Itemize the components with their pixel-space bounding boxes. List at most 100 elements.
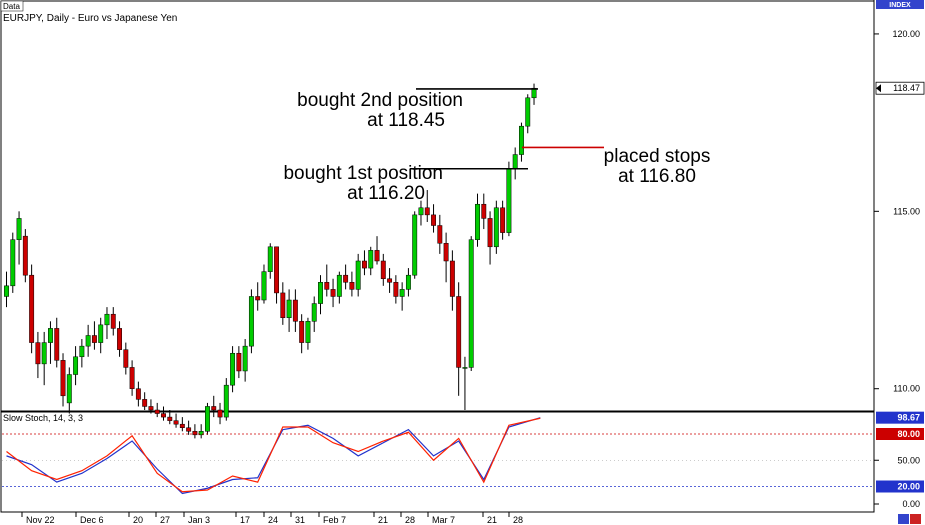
candle-body bbox=[286, 299, 292, 319]
candle-body bbox=[192, 431, 198, 436]
candle-up bbox=[261, 264, 267, 304]
close-button[interactable] bbox=[910, 514, 921, 524]
candle-down bbox=[110, 307, 116, 336]
stoch-tick-label: 50.00 bbox=[897, 455, 920, 465]
candle-up bbox=[493, 200, 499, 254]
candle-body bbox=[481, 203, 487, 219]
candle-up bbox=[468, 236, 474, 371]
candle-down bbox=[299, 314, 305, 354]
candle-down bbox=[173, 413, 179, 428]
zoom-button[interactable] bbox=[898, 514, 909, 524]
stoch-current-box bbox=[876, 411, 924, 424]
candle-up bbox=[355, 253, 361, 297]
candle-body bbox=[468, 239, 474, 368]
candle-down bbox=[217, 402, 223, 425]
candle-body bbox=[242, 345, 248, 372]
candle-down bbox=[343, 264, 349, 290]
chart-title: EURJPY, Daily - Euro vs Japanese Yen bbox=[3, 13, 177, 24]
candle-down bbox=[135, 381, 141, 407]
candle-body bbox=[318, 282, 323, 304]
annotation-text-first-1: bought 1st position bbox=[283, 163, 443, 184]
candle-body bbox=[255, 296, 261, 301]
candle-body bbox=[117, 328, 122, 350]
candle-up bbox=[73, 346, 79, 386]
candle-down bbox=[380, 253, 386, 286]
candle-body bbox=[167, 416, 173, 421]
candle-body bbox=[173, 420, 179, 425]
candle-down bbox=[349, 271, 355, 297]
candle-down bbox=[449, 250, 455, 311]
annotation-text-second-2: at 118.45 bbox=[367, 110, 445, 131]
candle-down bbox=[374, 236, 380, 265]
candle-body bbox=[104, 313, 110, 326]
candle-body bbox=[349, 282, 355, 290]
candle-body bbox=[230, 352, 236, 386]
candle-body bbox=[161, 413, 166, 418]
candle-up bbox=[418, 200, 424, 226]
price-tick-label: 115.00 bbox=[893, 206, 920, 216]
candle-down bbox=[117, 321, 122, 357]
candle-body bbox=[91, 335, 97, 343]
candle-down bbox=[29, 264, 35, 354]
candle-body bbox=[456, 296, 462, 368]
stoch-lower-box bbox=[876, 480, 924, 493]
data-label: Data bbox=[3, 2, 20, 11]
candle-down bbox=[35, 331, 41, 379]
stoch-tick-label: 0.00 bbox=[902, 499, 920, 509]
date-tick-label: Jan 3 bbox=[188, 515, 210, 525]
candle-body bbox=[405, 274, 411, 290]
price-axis-ticks: 110.00 115.00 120.00 bbox=[874, 29, 920, 394]
candle-body bbox=[519, 125, 524, 155]
candle-body bbox=[418, 207, 424, 216]
candle-down bbox=[387, 268, 393, 293]
candle-body bbox=[525, 97, 531, 127]
candle-up bbox=[399, 282, 405, 311]
annotation-text-first-2: at 116.20 bbox=[347, 183, 425, 204]
candle-up bbox=[311, 296, 317, 332]
stoch-lower-label: 20.00 bbox=[897, 482, 920, 492]
candle-down bbox=[167, 410, 173, 425]
candle-body bbox=[205, 406, 210, 432]
candle-down bbox=[443, 232, 449, 283]
candle-up bbox=[79, 339, 85, 368]
candle-up bbox=[4, 271, 9, 308]
index-badge-label: INDEX bbox=[889, 2, 911, 9]
candle-body bbox=[186, 427, 192, 432]
candle-body bbox=[374, 250, 380, 262]
candle-down bbox=[179, 417, 185, 432]
date-tick-label: 28 bbox=[405, 515, 415, 525]
last-price-pointer bbox=[876, 84, 881, 93]
candle-down bbox=[481, 193, 487, 230]
candle-body bbox=[380, 260, 386, 279]
date-tick-label: Dec 6 bbox=[80, 515, 104, 525]
candle-body bbox=[73, 356, 79, 375]
candle-body bbox=[217, 409, 223, 418]
candle-body bbox=[54, 328, 60, 361]
stoch-current-label: 98.67 bbox=[897, 413, 920, 423]
candle-up bbox=[475, 193, 480, 247]
stoch-title: Slow Stoch, 14, 3, 3 bbox=[3, 413, 83, 423]
candle-down bbox=[280, 282, 286, 325]
candle-body bbox=[261, 271, 267, 301]
candle-up bbox=[85, 324, 91, 357]
date-tick-label: 21 bbox=[378, 515, 388, 525]
candle-up bbox=[318, 275, 323, 315]
candle-up bbox=[336, 271, 342, 304]
candle-body bbox=[387, 278, 393, 283]
candle-body bbox=[79, 345, 85, 358]
candle-body bbox=[512, 154, 518, 169]
price-tick-label: 110.00 bbox=[893, 384, 920, 394]
date-tick-label: 20 bbox=[133, 515, 143, 525]
candle-up bbox=[205, 402, 210, 435]
candle-down bbox=[154, 402, 160, 418]
candle-body bbox=[66, 374, 72, 404]
candle-body bbox=[493, 207, 499, 248]
stochastic-series bbox=[2, 417, 874, 495]
candle-body bbox=[48, 328, 53, 343]
stoch-upper-label: 80.00 bbox=[897, 429, 920, 439]
candle-down bbox=[431, 204, 436, 233]
date-tick-label: 31 bbox=[295, 515, 305, 525]
candle-body bbox=[129, 367, 135, 389]
candle-body bbox=[487, 218, 493, 248]
